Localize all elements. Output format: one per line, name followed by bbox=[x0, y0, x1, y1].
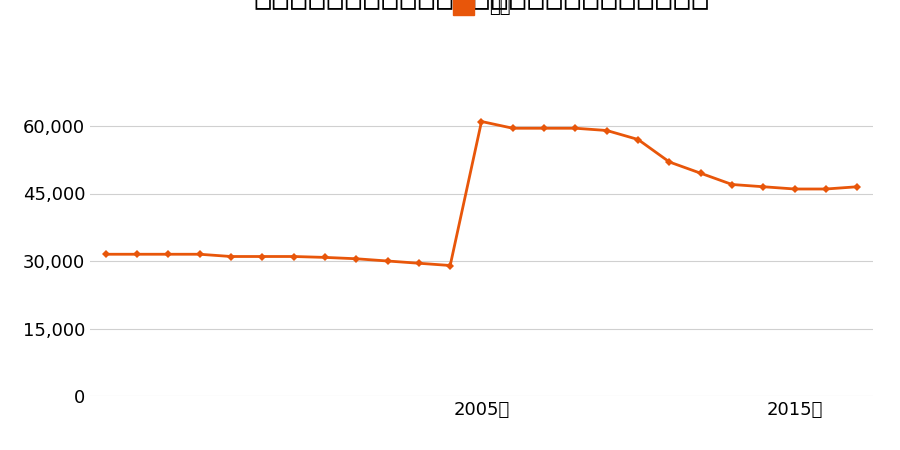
Title: 宮城県桃生郡河南町前谷地字黒沢前５８番２の地価推移: 宮城県桃生郡河南町前谷地字黒沢前５８番２の地価推移 bbox=[254, 0, 709, 11]
Legend: 価格: 価格 bbox=[446, 0, 518, 23]
